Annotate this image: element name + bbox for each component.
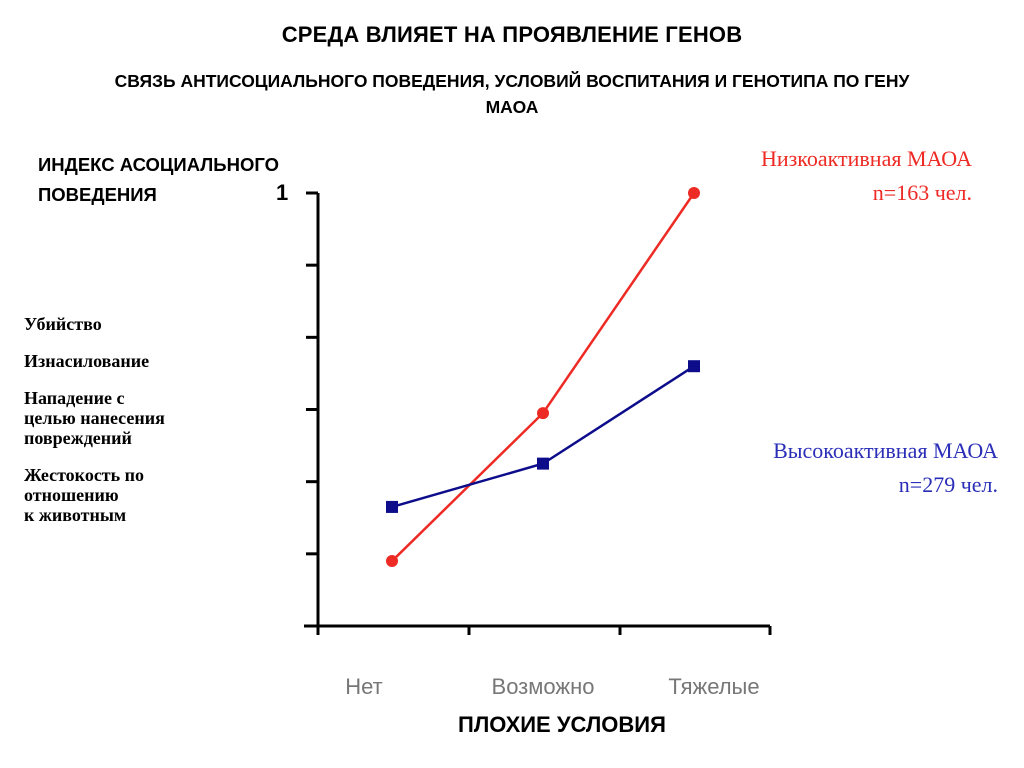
behavior-item-rape: Изнасилование	[24, 351, 150, 371]
data-point-high-maoa	[537, 457, 549, 470]
data-point-low-maoa	[537, 407, 549, 420]
series-line-low-maoa	[391, 192, 696, 562]
y-tick-label-top: 1	[276, 180, 289, 205]
behavior-list: Убийство Изнасилование Нападение с целью…	[24, 314, 165, 542]
data-point-low-maoa	[386, 555, 398, 568]
data-point-low-maoa	[688, 187, 700, 199]
x-tick-label-possible: Возможно	[491, 674, 595, 699]
x-axis-title: ПЛОХИЕ УСЛОВИЯ	[458, 712, 666, 737]
data-point-high-maoa	[386, 500, 398, 513]
legend-high-name: Высокоактивная МАОА	[773, 438, 998, 463]
y-axis-title: ИНДЕКС АСОЦИАЛЬНОГО ПОВЕДЕНИЯ	[38, 154, 279, 205]
legend-low-name: Низкоактивная МАОА	[760, 146, 972, 171]
legend-high-activity-maoa: Высокоактивная МАОА n=279 чел.	[773, 434, 998, 502]
legend-low-activity-maoa: Низкоактивная МАОА n=163 чел.	[761, 142, 972, 210]
behavior-item-murder: Убийство	[24, 314, 102, 334]
slide-subtitle: СВЯЗЬ АНТИСОЦИАЛЬНОГО ПОВЕДЕНИЯ, УСЛОВИЙ…	[114, 71, 910, 117]
x-tick-label-severe: Тяжелые	[668, 674, 760, 699]
behavior-item-animal-cruelty: Жестокость по отношению к животным	[24, 465, 145, 525]
slide-title: СРЕДА ВЛИЯЕТ НА ПРОЯВЛЕНИЕ ГЕНОВ	[281, 22, 743, 47]
behavior-item-assault: Нападение с целью нанесения повреждений	[24, 388, 165, 448]
series-line-high-maoa	[391, 365, 695, 509]
legend-low-n: n=163 чел.	[872, 180, 972, 205]
legend-high-n: n=279 чел.	[898, 472, 998, 497]
x-tick-label-none: Нет	[345, 674, 383, 699]
data-point-high-maoa	[688, 360, 700, 373]
